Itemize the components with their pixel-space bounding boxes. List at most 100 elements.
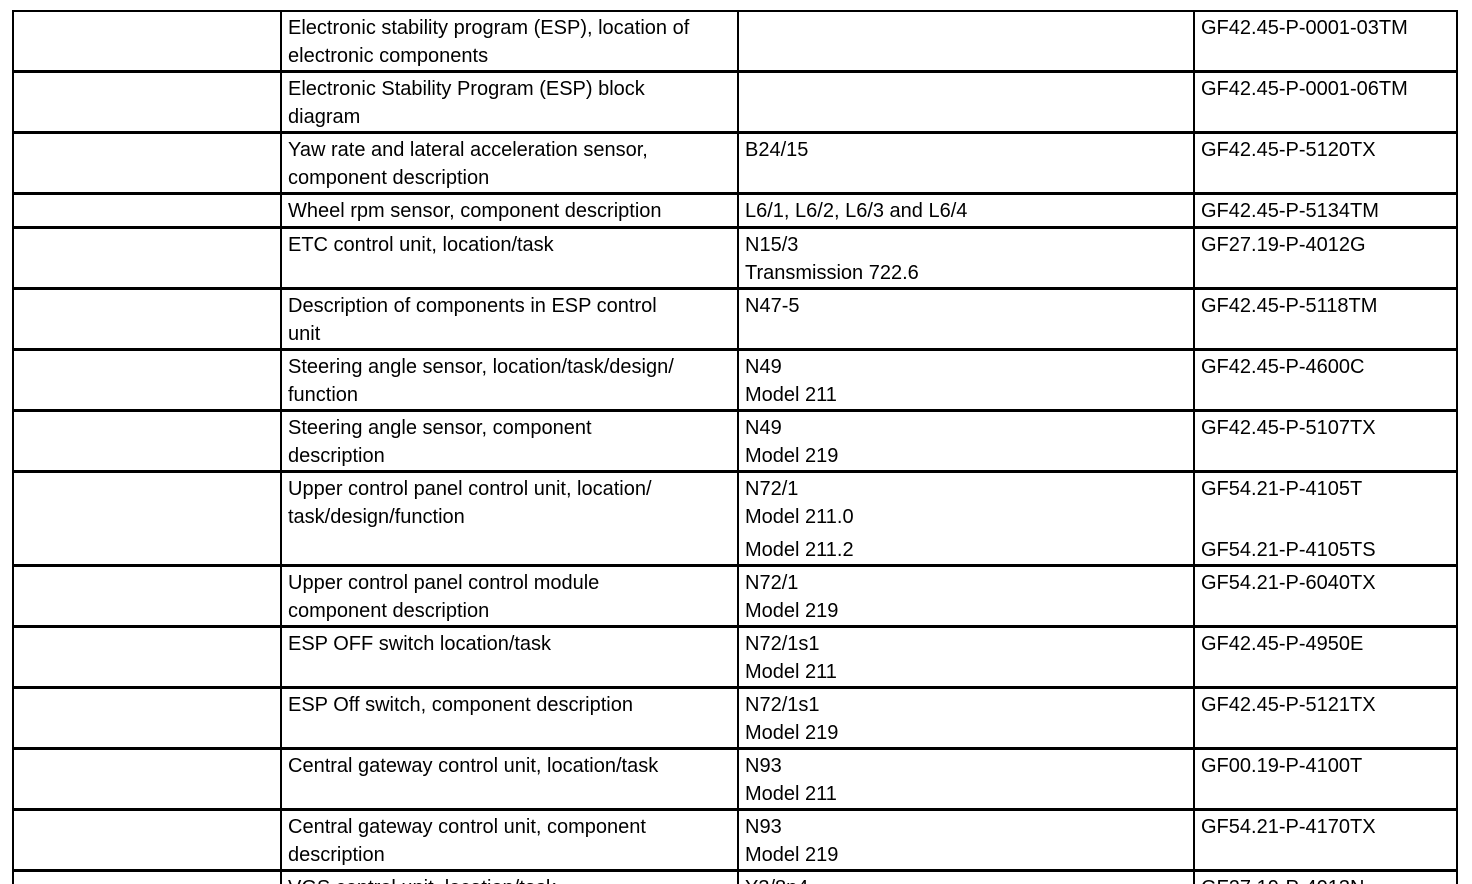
table-row: Electronic stability program (ESP), loca… [12, 10, 1458, 73]
component-cell: N72/1 Model 219 [737, 564, 1195, 628]
component-cell: N93 Model 211 [737, 747, 1195, 811]
description-line: Steering angle sensor, component [288, 417, 592, 439]
component-line: Transmission 722.6 [745, 262, 919, 284]
description-line: Upper control panel control module [288, 572, 600, 594]
doc-number-line: GF42.45-P-5118TM [1201, 295, 1378, 317]
description-line: component description [288, 600, 490, 622]
component-line: Model 211 [745, 384, 837, 406]
component-line: N72/1s1 [745, 633, 820, 655]
table-row: Electronic Stability Program (ESP) block… [12, 70, 1458, 134]
empty-cell [12, 808, 282, 872]
component-cell [737, 10, 1195, 73]
doc-number-line: GF54.21-P-4105T [1201, 478, 1363, 500]
doc-number-line: GF42.45-P-5107TX [1201, 417, 1376, 439]
empty-cell [12, 131, 282, 195]
service-document-table: Electronic stability program (ESP), loca… [12, 10, 1458, 884]
component-cell: N47-5 [737, 287, 1195, 351]
description-line: Upper control panel control unit, locati… [288, 478, 652, 500]
table-row: VGS control unit, location/task Y3/8n4Tra… [12, 869, 1458, 884]
description-line: ETC control unit, location/task [288, 234, 554, 256]
description-cell: Central gateway control unit, location/t… [280, 747, 739, 811]
description-cell: Electronic Stability Program (ESP) block… [280, 70, 739, 134]
table-row: Steering angle sensor, location/task/des… [12, 348, 1458, 412]
description-line: description [288, 445, 385, 467]
description-line: diagram [288, 106, 361, 128]
doc-number-cell: GF27.19-P-4013N [1193, 869, 1458, 884]
description-cell: VGS control unit, location/task [280, 869, 739, 884]
description-cell: ESP OFF switch location/task [280, 625, 739, 689]
component-line: Model 211 [745, 661, 837, 683]
description-line: description [288, 844, 385, 866]
component-cell: N72/1s1 Model 219 [737, 686, 1195, 750]
description-line: Central gateway control unit, location/t… [288, 755, 659, 777]
empty-cell [12, 226, 282, 290]
description-line: function [288, 384, 359, 406]
doc-number-line: GF27.19-P-4013N [1201, 874, 1450, 884]
table-body: Electronic stability program (ESP), loca… [12, 10, 1458, 884]
description-line: VGS control unit, location/task [288, 874, 731, 884]
component-line: Model 219 [745, 445, 839, 467]
component-line: N72/1 [745, 572, 799, 594]
doc-number-cell: GF42.45-P-5120TX [1193, 131, 1458, 195]
description-cell: Upper control panel control unit, locati… [280, 470, 739, 567]
table-row: ESP Off switch, component description N72… [12, 686, 1458, 750]
description-line: ESP Off switch, component description [288, 694, 633, 716]
empty-cell [12, 869, 282, 884]
component-cell: N15/3 Transmission 722.6 [737, 226, 1195, 290]
empty-cell [12, 564, 282, 628]
doc-number-line: GF54.21-P-4105TS [1201, 539, 1376, 561]
table-row: Description of components in ESP control… [12, 287, 1458, 351]
doc-number-cell: GF00.19-P-4100T [1193, 747, 1458, 811]
empty-cell [12, 470, 282, 567]
description-cell: ESP Off switch, component description [280, 686, 739, 750]
doc-number-cell: GF42.45-P-4600C [1193, 348, 1458, 412]
component-cell: N72/1 Model 211.0 Model 211.2 [737, 470, 1195, 567]
description-cell: ETC control unit, location/task [280, 226, 739, 290]
description-line: task/design/function [288, 506, 465, 528]
description-line: Central gateway control unit, component [288, 816, 646, 838]
component-line: Model 211.2 [745, 539, 854, 561]
empty-cell [12, 409, 282, 473]
description-line: component description [288, 167, 490, 189]
component-line: Y3/8n4 [745, 874, 1187, 884]
doc-number-cell: GF54.21-P-4105T GF54.21-P-4105TS [1193, 470, 1458, 567]
component-cell [737, 70, 1195, 134]
component-cell: N49 Model 219 [737, 409, 1195, 473]
table-row: ESP OFF switch location/task N72/1s1 Model… [12, 625, 1458, 689]
description-cell: Electronic stability program (ESP), loca… [280, 10, 739, 73]
doc-number-line: GF42.45-P-5121TX [1201, 694, 1376, 716]
doc-number-line: GF00.19-P-4100T [1201, 755, 1363, 777]
doc-number-cell: GF42.45-P-5134TM [1193, 192, 1458, 229]
description-line: ESP OFF switch location/task [288, 633, 552, 655]
description-line: Yaw rate and lateral acceleration sensor… [288, 139, 648, 161]
doc-number-line: GF42.45-P-5120TX [1201, 139, 1376, 161]
doc-number-line: GF27.19-P-4012G [1201, 234, 1366, 256]
component-line: Model 211.0 [745, 506, 854, 528]
doc-number-cell: GF42.45-P-5118TM [1193, 287, 1458, 351]
component-cell: N93 Model 219 [737, 808, 1195, 872]
table-row: ETC control unit, location/task N15/3 Tran… [12, 226, 1458, 290]
component-line: Model 211 [745, 783, 837, 805]
table-row: Steering angle sensor, component descript… [12, 409, 1458, 473]
table-row: Yaw rate and lateral acceleration sensor… [12, 131, 1458, 195]
component-line: N72/1 [745, 478, 799, 500]
doc-number-line: GF42.45-P-5134TM [1201, 200, 1379, 222]
component-line: N47-5 [745, 295, 800, 317]
description-cell: Description of components in ESP control… [280, 287, 739, 351]
component-line: B24/15 [745, 139, 809, 161]
empty-cell [12, 287, 282, 351]
component-line: L6/1, L6/2, L6/3 and L6/4 [745, 200, 968, 222]
table-row: Central gateway control unit, component d… [12, 808, 1458, 872]
doc-number-cell: GF27.19-P-4012G [1193, 226, 1458, 290]
component-line: N93 [745, 755, 782, 777]
component-line: Model 219 [745, 600, 839, 622]
component-line: Model 219 [745, 722, 839, 744]
description-line: unit [288, 323, 321, 345]
doc-number-line: GF42.45-P-0001-03TM [1201, 17, 1408, 39]
empty-cell [12, 348, 282, 412]
component-cell: Y3/8n4Transmission 722.9 [737, 869, 1195, 884]
description-cell: Yaw rate and lateral acceleration sensor… [280, 131, 739, 195]
doc-number-line: GF54.21-P-6040TX [1201, 572, 1376, 594]
description-cell: Wheel rpm sensor, component description [280, 192, 739, 229]
doc-number-cell: GF54.21-P-6040TX [1193, 564, 1458, 628]
